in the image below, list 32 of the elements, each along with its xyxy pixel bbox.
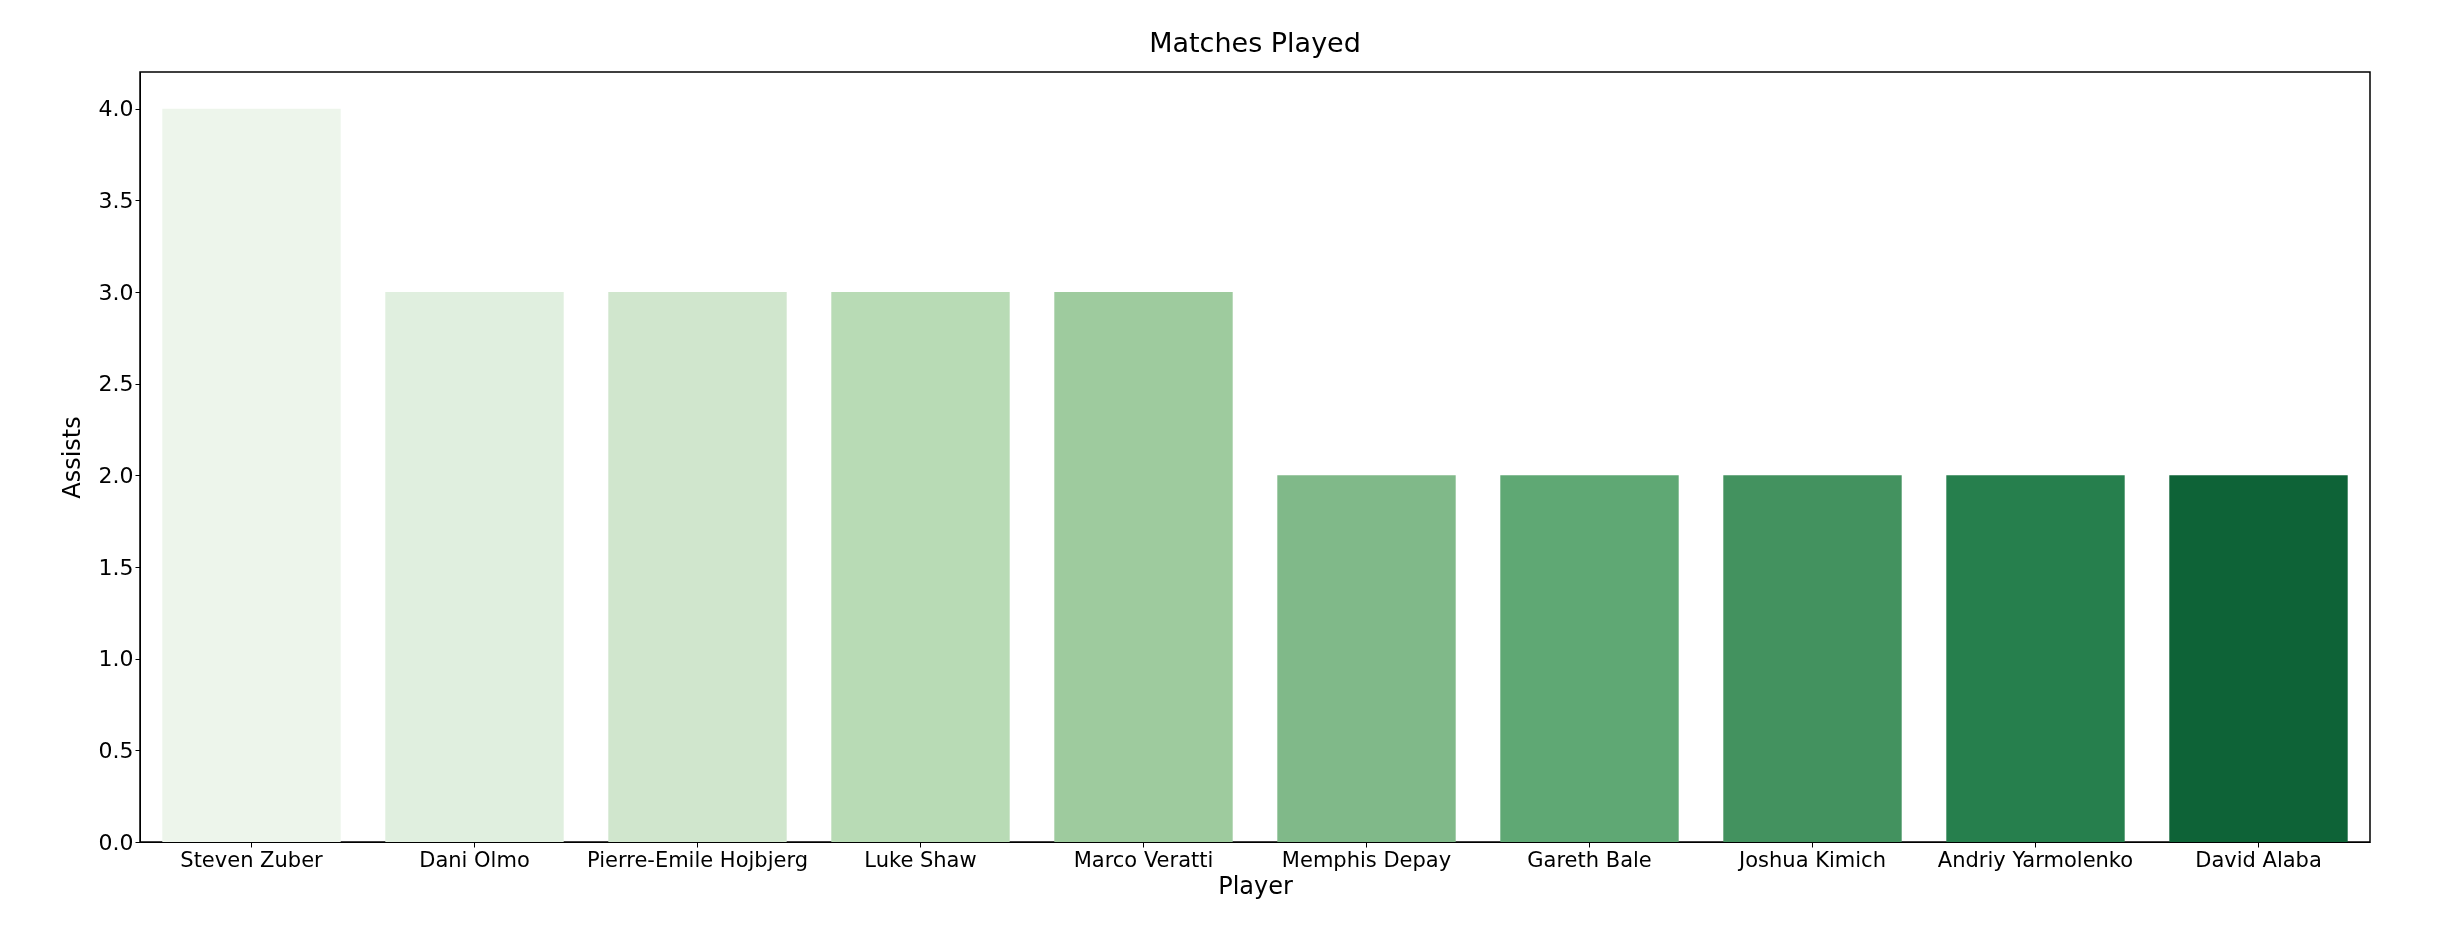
x-tick-label: Marco Veratti [1073, 847, 1214, 872]
bar [162, 108, 341, 842]
x-tick-label: Steven Zuber [180, 847, 324, 872]
x-tick-label: Pierre-Emile Hojbjerg [586, 847, 809, 872]
bar [385, 292, 564, 842]
bar [1500, 475, 1679, 842]
x-tick-label: Memphis Depay [1281, 847, 1452, 872]
x-tick-label: David Alaba [2195, 847, 2322, 872]
bar [1946, 475, 2125, 842]
y-axis-title: Assists [57, 416, 86, 499]
y-tick-label: 2.5 [98, 371, 134, 397]
bar [1277, 475, 1456, 842]
bar [608, 292, 787, 842]
bar [2169, 475, 2348, 842]
y-tick-label: 0.5 [98, 737, 134, 763]
x-tick-label: Luke Shaw [864, 847, 977, 872]
x-tick-label: Dani Olmo [419, 847, 530, 872]
bar [1723, 475, 1902, 842]
y-tick-label: 0.0 [98, 829, 134, 855]
y-tick-label: 4.0 [98, 96, 134, 122]
y-tick-label: 3.5 [98, 187, 134, 213]
x-tick-label: Andriy Yarmolenko [1937, 847, 2134, 872]
bar [1054, 292, 1233, 842]
y-tick-label: 3.0 [98, 279, 134, 305]
chart-title: Matches Played [1149, 27, 1361, 58]
x-axis-title: Player [1218, 871, 1293, 900]
bar [831, 292, 1010, 842]
y-tick-label: 1.5 [98, 554, 134, 580]
y-tick-label: 2.0 [98, 462, 134, 488]
x-tick-label: Joshua Kimich [1737, 847, 1886, 872]
x-tick-label: Gareth Bale [1527, 847, 1652, 872]
y-tick-label: 1.0 [98, 646, 134, 672]
